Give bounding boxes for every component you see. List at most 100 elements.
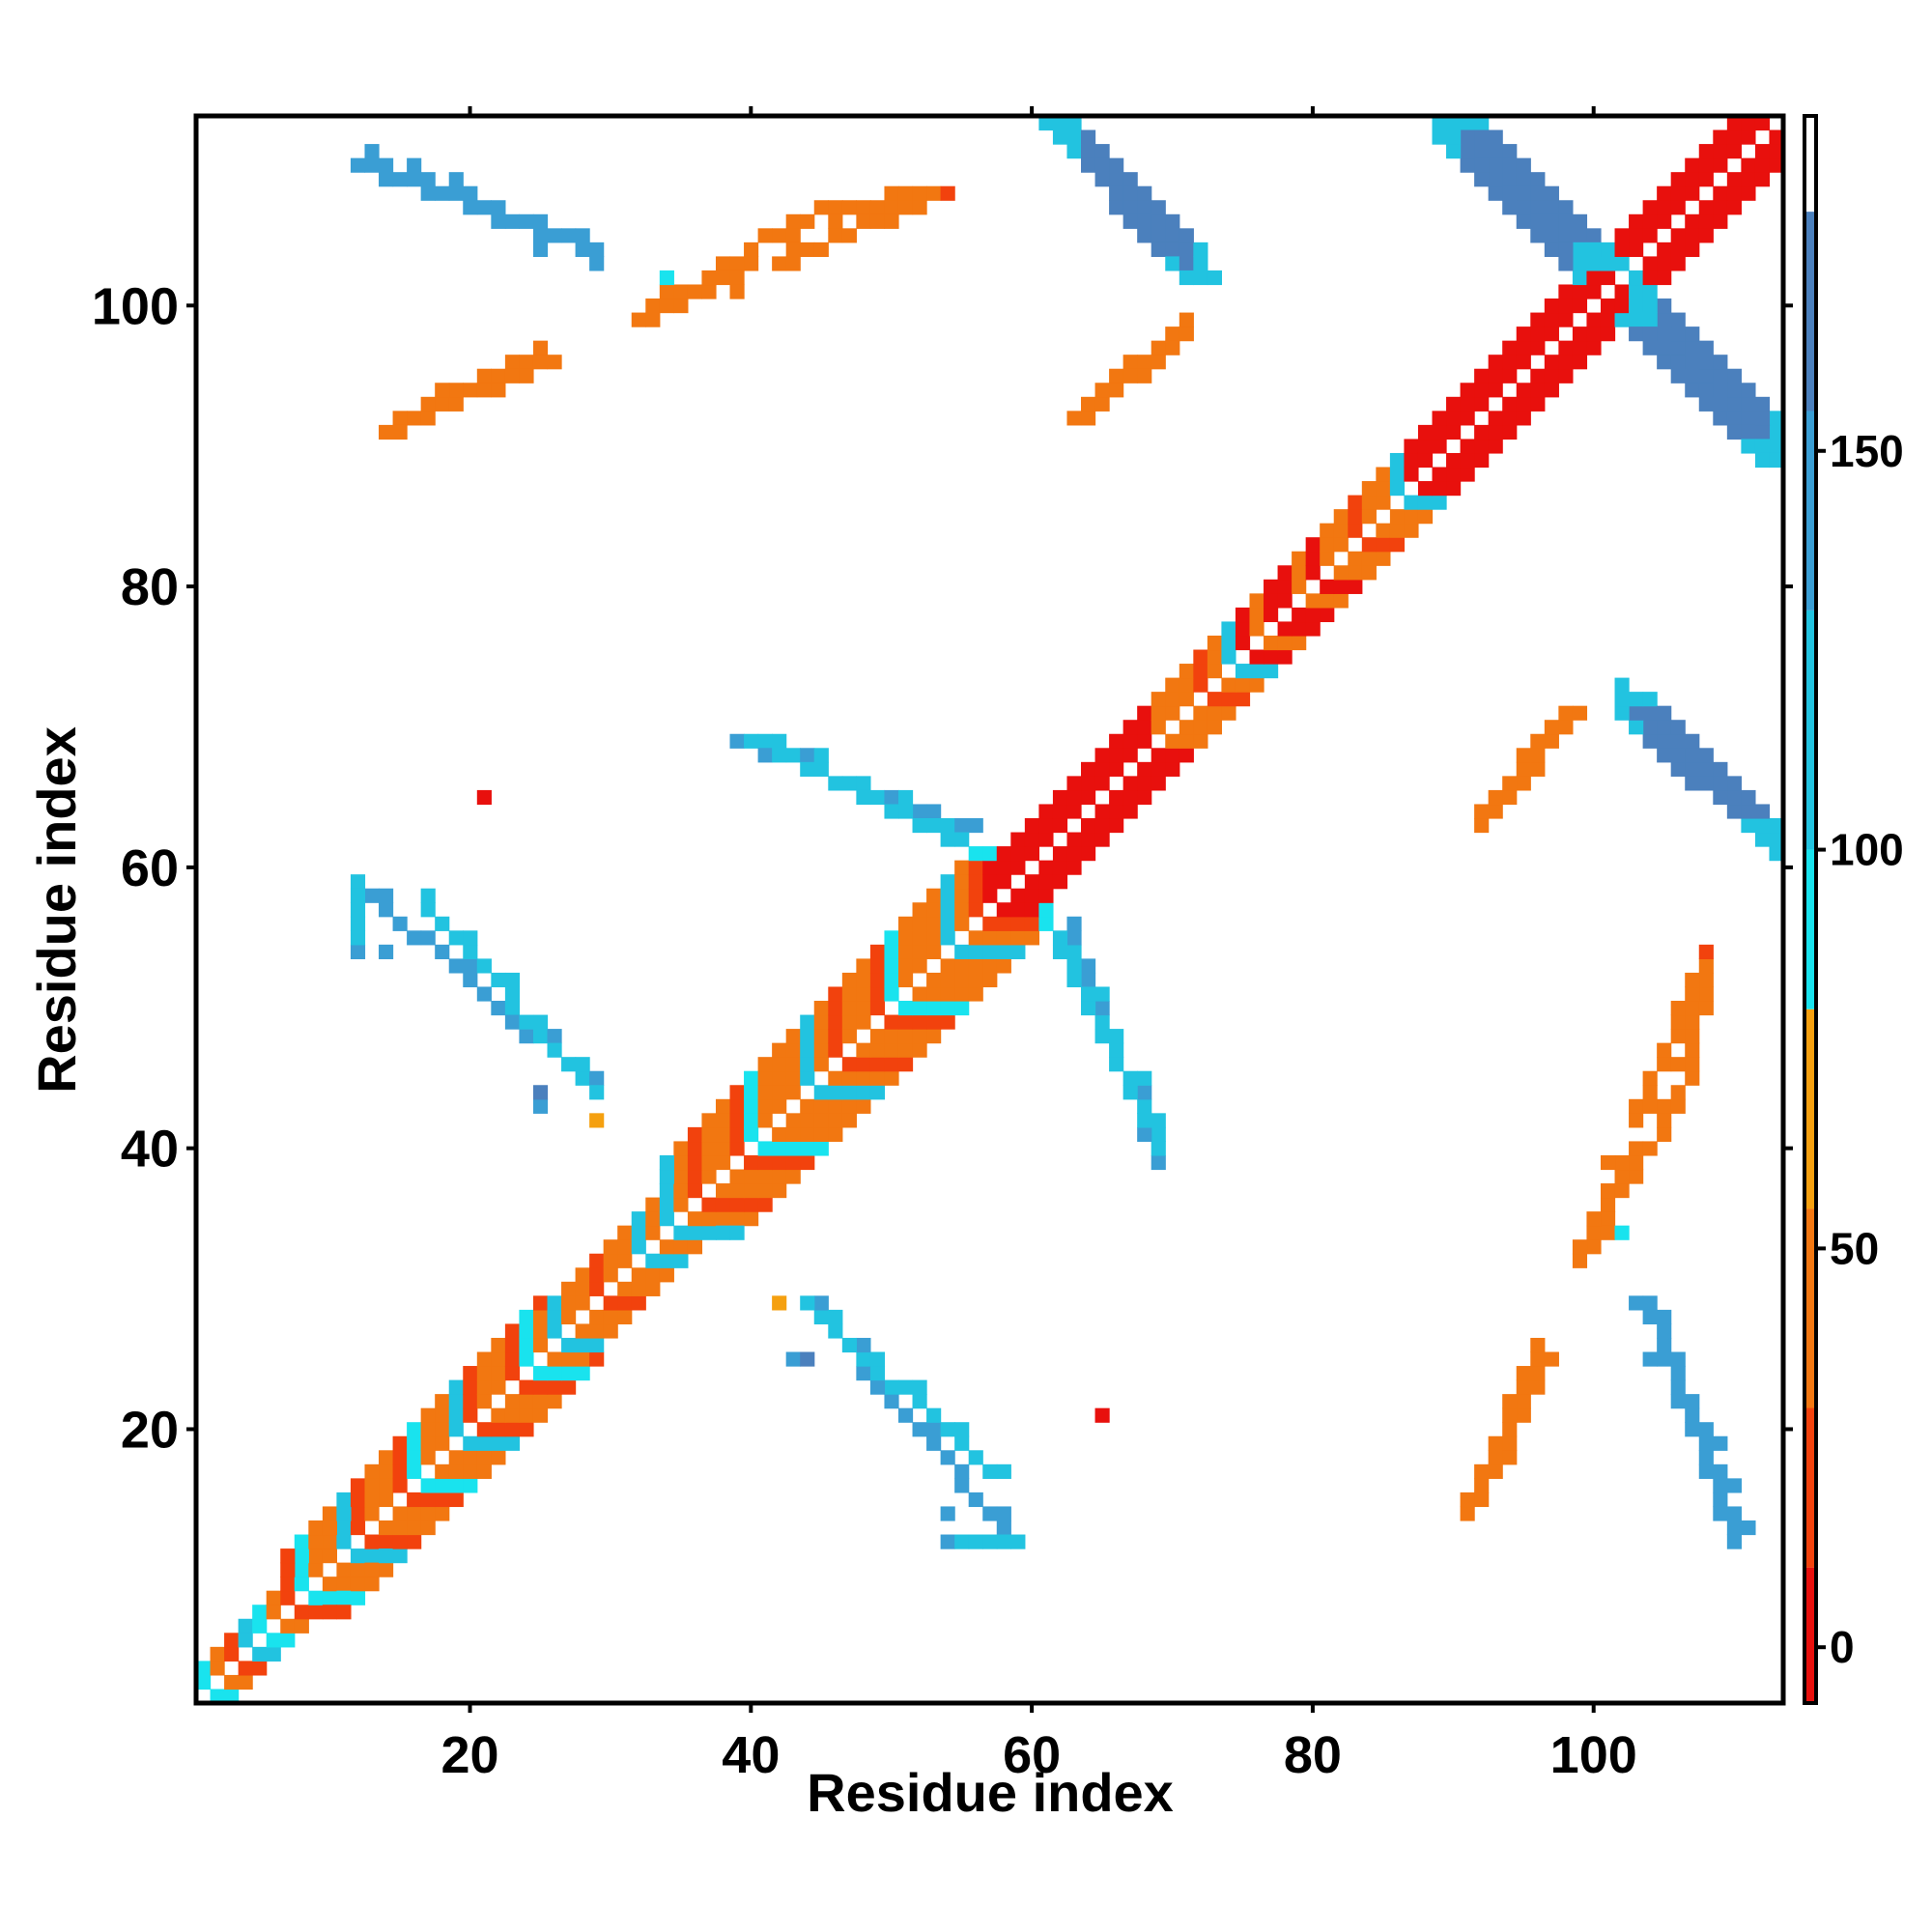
heatmap-cell (476, 368, 492, 384)
heatmap-cell (841, 1070, 857, 1086)
heatmap-cell (1670, 1057, 1686, 1072)
heatmap-cell (476, 383, 492, 398)
heatmap-cell (926, 1407, 942, 1423)
heatmap-cell (772, 1057, 787, 1072)
heatmap-cell (435, 1492, 450, 1508)
heatmap-cell (1221, 635, 1236, 651)
heatmap-cell (800, 1057, 815, 1072)
heatmap-cell (884, 944, 899, 959)
heatmap-cell (673, 1169, 689, 1184)
heatmap-cell (294, 1577, 309, 1592)
heatmap-cell (1685, 1014, 1700, 1030)
heatmap-cell (589, 256, 605, 271)
heatmap-cell (1657, 1337, 1672, 1353)
heatmap-cell (1094, 157, 1110, 173)
heatmap-cell (420, 1422, 436, 1437)
heatmap-cell (828, 1098, 843, 1114)
heatmap-cell (589, 1267, 605, 1283)
heatmap-cell (448, 1463, 464, 1479)
heatmap-cell (1109, 733, 1124, 749)
heatmap-cell (785, 228, 801, 243)
heatmap-cell (561, 1057, 577, 1072)
heatmap-cell (1502, 157, 1518, 173)
heatmap-cell (1024, 888, 1039, 903)
heatmap-cell (800, 1351, 815, 1367)
heatmap-cell (1277, 565, 1293, 581)
heatmap-cell (1516, 411, 1531, 426)
heatmap-cell (968, 944, 983, 959)
heatmap-cell (968, 846, 983, 862)
heatmap-cell (420, 1478, 436, 1493)
heatmap-cell (617, 1253, 633, 1268)
heatmap-cell (1446, 424, 1462, 440)
heatmap-cell (869, 944, 886, 959)
heatmap-cell (420, 185, 436, 201)
heatmap-cell (1502, 396, 1518, 412)
heatmap-cell (1292, 551, 1307, 566)
heatmap-cell (435, 383, 450, 398)
heatmap-cell (1544, 228, 1559, 243)
heatmap-cell (463, 1435, 478, 1451)
heatmap-cell (1432, 439, 1447, 454)
heatmap-cell (1333, 523, 1349, 538)
heatmap-cell (772, 1169, 787, 1184)
heatmap-cell (1488, 129, 1503, 145)
heatmap-cell (1432, 424, 1447, 440)
heatmap-cell (869, 213, 886, 229)
heatmap-cell (841, 1113, 857, 1128)
heatmap-cell (828, 1085, 843, 1100)
heatmap-cell (463, 1478, 478, 1493)
heatmap-cell (1038, 832, 1054, 847)
heatmap-cell (841, 200, 857, 215)
heatmap-cell (1333, 565, 1349, 581)
heatmap-cell (1305, 551, 1321, 566)
heatmap-cell (519, 1337, 534, 1353)
heatmap-cell (828, 1309, 843, 1325)
heatmap-cell (1109, 157, 1124, 173)
heatmap-cell (687, 1169, 703, 1184)
heatmap-cell (1094, 776, 1110, 791)
heatmap-cell (1726, 368, 1742, 384)
heatmap-cell (364, 1492, 380, 1508)
heatmap-cell (772, 1154, 787, 1171)
heatmap-cell (1165, 761, 1180, 777)
heatmap-cell (744, 1126, 759, 1143)
heatmap-cell (659, 270, 674, 286)
heatmap-cell (350, 1562, 366, 1577)
heatmap-cell (322, 1590, 337, 1605)
heatmap-cell (856, 958, 871, 974)
heatmap-cell (1558, 705, 1574, 721)
y-tick-label: 60 (121, 839, 179, 897)
heatmap-cell (1038, 817, 1054, 834)
heatmap-cell (350, 1506, 366, 1521)
heatmap-cell (1713, 1492, 1728, 1508)
heatmap-cell (1137, 789, 1152, 806)
heatmap-cell (926, 944, 942, 959)
heatmap-cell (813, 1141, 829, 1156)
heatmap-cell (589, 1113, 605, 1128)
heatmap-cell (996, 902, 1011, 918)
heatmap-cell (1741, 383, 1756, 398)
heatmap-cell (519, 1422, 534, 1437)
heatmap-cell (828, 776, 843, 791)
heatmap-cell (884, 972, 899, 988)
heatmap-cell (800, 1014, 815, 1030)
heatmap-cell (1741, 129, 1756, 145)
heatmap-cell (1066, 846, 1082, 862)
heatmap-cell (238, 1674, 253, 1690)
heatmap-cell (1179, 228, 1194, 243)
heatmap-cell (1038, 874, 1054, 890)
heatmap-cell (1741, 1520, 1756, 1536)
heatmap-cell (1502, 776, 1518, 791)
heatmap-cell (884, 213, 899, 229)
heatmap-cell (1348, 565, 1363, 581)
heatmap-cell (1642, 327, 1658, 342)
heatmap-cell (1516, 396, 1531, 412)
heatmap-cell (392, 1450, 408, 1465)
heatmap-cell (1010, 1534, 1026, 1549)
heatmap-cell (1741, 172, 1756, 187)
heatmap-cell (364, 1478, 380, 1493)
heatmap-cell (463, 930, 478, 946)
heatmap-cell (1066, 129, 1082, 145)
heatmap-cell (1629, 228, 1644, 243)
